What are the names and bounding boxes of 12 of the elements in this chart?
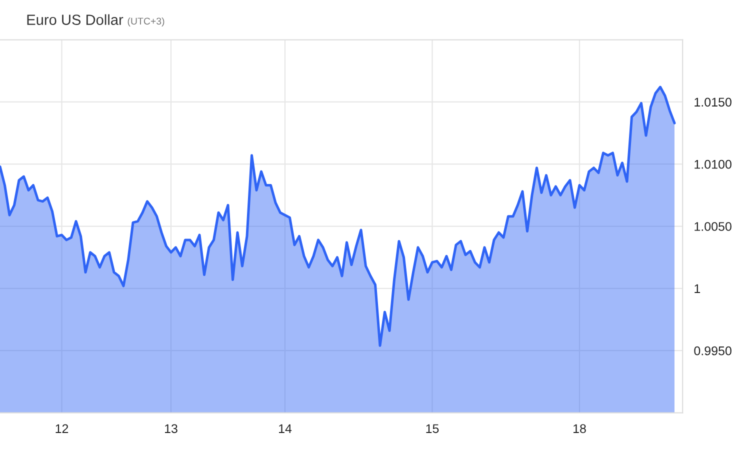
y-tick-label: 1.0050 [694,222,732,231]
x-tick-label: 18 [574,424,586,434]
chart-title: Euro US Dollar [27,14,124,25]
y-tick-label: 1 [694,284,700,293]
x-tick-label: 13 [165,424,178,434]
chart-subtitle: (UTC+3) [128,17,164,27]
x-tick-label: 12 [56,424,68,433]
x-tick-label: 14 [279,424,292,433]
y-tick-label: 1.0100 [694,160,732,169]
x-tick-label: 15 [426,424,439,434]
y-tick-label: 0.9950 [694,346,732,356]
y-tick-label: 1.0150 [694,98,732,107]
